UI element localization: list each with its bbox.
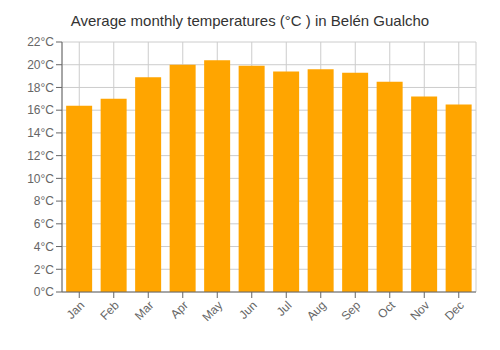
svg-text:Mar: Mar [132, 298, 157, 323]
svg-text:Dec: Dec [442, 298, 467, 323]
svg-text:Jun: Jun [236, 298, 260, 322]
svg-text:Oct: Oct [375, 298, 399, 322]
svg-text:16°C: 16°C [27, 103, 54, 117]
svg-text:Jan: Jan [64, 298, 88, 322]
svg-text:Feb: Feb [97, 298, 122, 323]
svg-text:Jul: Jul [274, 298, 295, 319]
svg-text:12°C: 12°C [27, 149, 54, 163]
svg-text:May: May [199, 298, 225, 324]
svg-text:2°C: 2°C [34, 263, 54, 277]
svg-text:14°C: 14°C [27, 126, 54, 140]
svg-text:Apr: Apr [168, 298, 191, 321]
svg-text:18°C: 18°C [27, 81, 54, 95]
svg-text:4°C: 4°C [34, 240, 54, 254]
svg-text:8°C: 8°C [34, 194, 54, 208]
svg-text:20°C: 20°C [27, 58, 54, 72]
svg-text:6°C: 6°C [34, 217, 54, 231]
svg-text:22°C: 22°C [27, 35, 54, 49]
svg-text:0°C: 0°C [34, 285, 54, 299]
svg-text:Sep: Sep [338, 298, 363, 323]
svg-text:Nov: Nov [407, 298, 432, 323]
svg-text:10°C: 10°C [27, 172, 54, 186]
svg-text:Aug: Aug [304, 298, 329, 323]
html-text:Average monthly temperatures (: Average monthly temperatures (°C ) in Be… [70, 12, 430, 29]
